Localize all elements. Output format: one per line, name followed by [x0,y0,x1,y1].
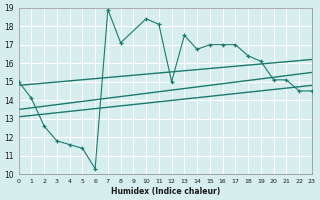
X-axis label: Humidex (Indice chaleur): Humidex (Indice chaleur) [111,187,220,196]
